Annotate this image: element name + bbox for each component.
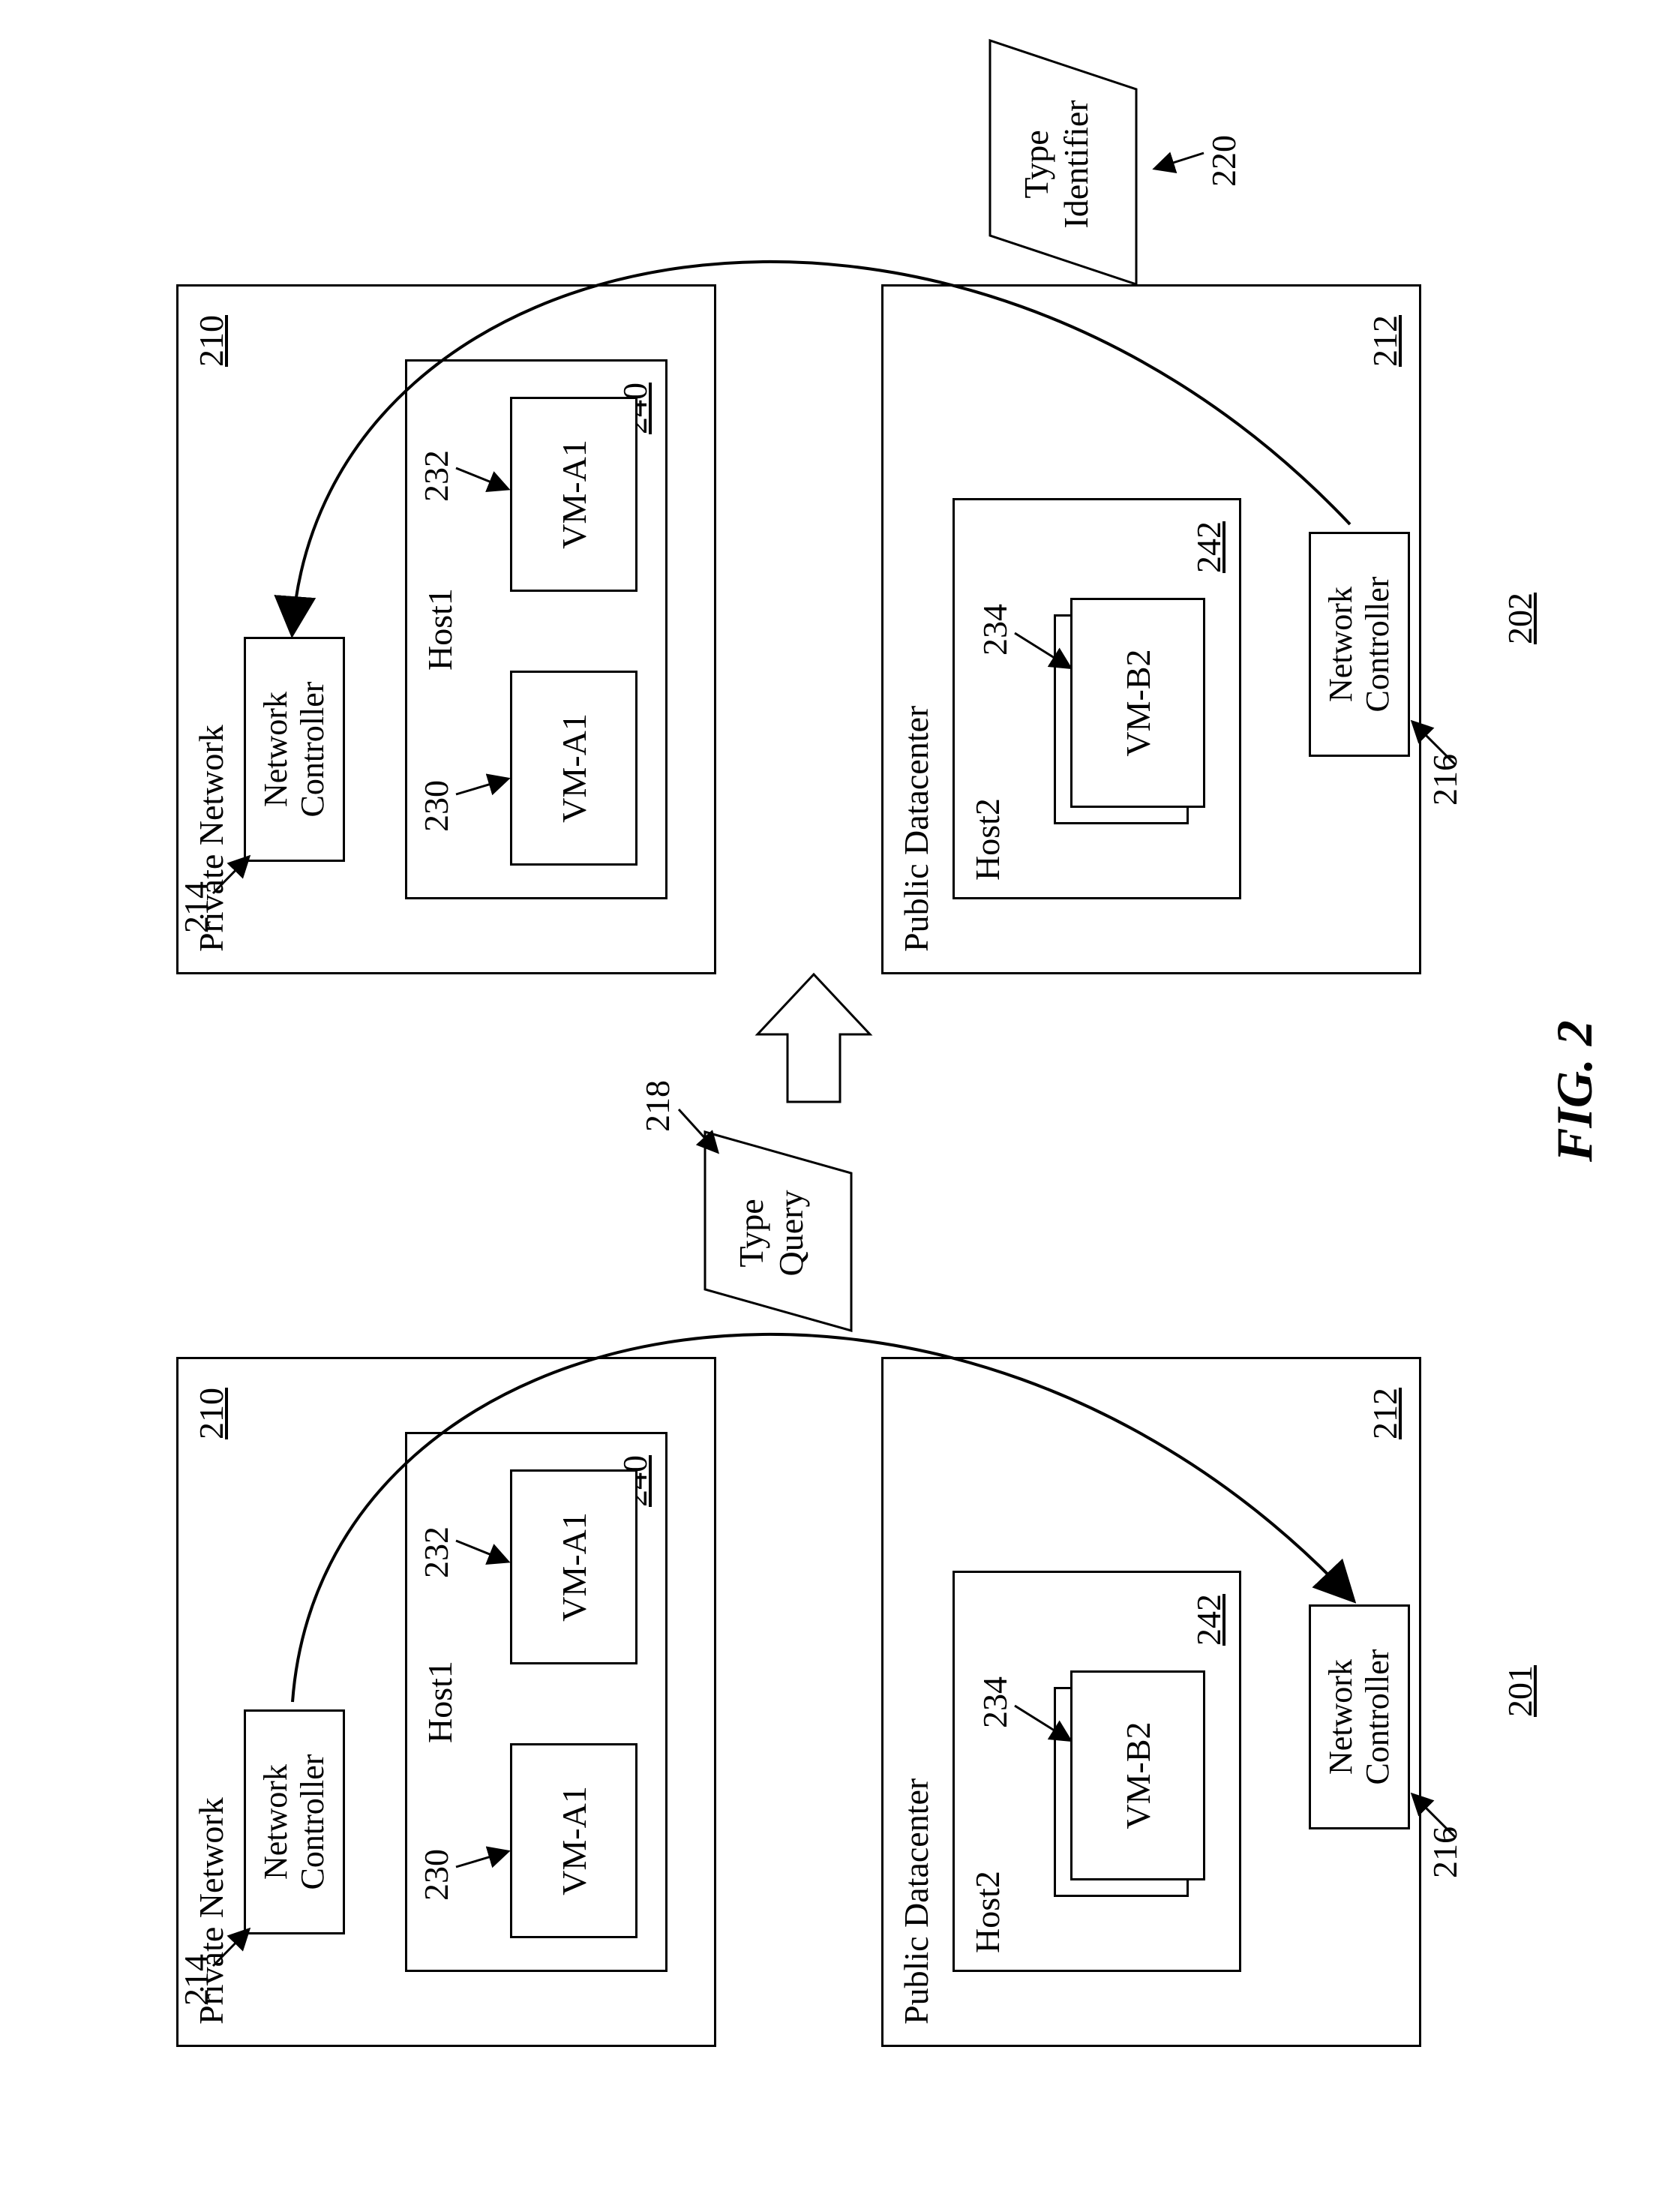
curve-identifier xyxy=(278,44,1402,644)
network-controller-top-right-text: Network Controller xyxy=(258,682,331,818)
transition-arrow xyxy=(750,967,878,1109)
vm-a1-left-l-text: VM-A1 xyxy=(554,1786,594,1895)
network-controller-top-left-text: Network Controller xyxy=(258,1754,331,1890)
lead-214-left xyxy=(202,1912,262,1972)
host2-label-right: Host2 xyxy=(968,798,1007,881)
ref-210-right: 210 xyxy=(191,315,231,367)
lead-220 xyxy=(1148,119,1215,187)
ref-201: 201 xyxy=(1500,1665,1540,1717)
lead-216-left xyxy=(1402,1777,1466,1844)
ref-202: 202 xyxy=(1500,593,1540,644)
lead-230-left xyxy=(450,1822,518,1882)
ref-210-left: 210 xyxy=(191,1388,231,1439)
vm-a1-right-l: VM-A1 xyxy=(510,671,638,866)
figure-label: FIG. 2 xyxy=(1545,1020,1604,1162)
type-query-text: Type Query xyxy=(731,1166,811,1301)
network-controller-top-left: Network Controller xyxy=(244,1709,345,1934)
lead-230-right xyxy=(450,749,518,809)
vm-a1-right-l-text: VM-A1 xyxy=(554,713,594,823)
lead-218 xyxy=(671,1094,731,1162)
vm-b2-right-text: VM-B2 xyxy=(1118,649,1158,756)
lead-216-right xyxy=(1402,704,1466,772)
host2-label-left: Host2 xyxy=(968,1871,1007,1953)
vm-a1-left-l: VM-A1 xyxy=(510,1743,638,1938)
public-datacenter-label-left: Public Datacenter xyxy=(896,1778,936,2024)
network-controller-top-right: Network Controller xyxy=(244,637,345,862)
lead-214-right xyxy=(202,839,262,899)
public-datacenter-label-right: Public Datacenter xyxy=(896,706,936,952)
vm-b2-left-text: VM-B2 xyxy=(1118,1721,1158,1829)
type-identifier-text: Type Identifier xyxy=(1016,78,1096,251)
